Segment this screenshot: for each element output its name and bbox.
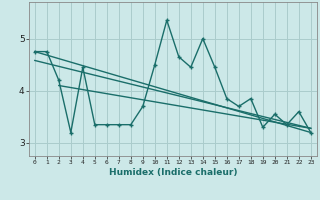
X-axis label: Humidex (Indice chaleur): Humidex (Indice chaleur) (108, 168, 237, 177)
